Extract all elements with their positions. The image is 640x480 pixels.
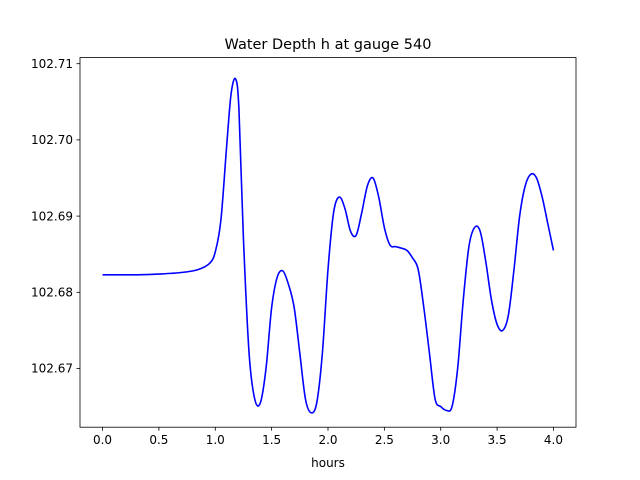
x-tick-label: 2.0 [318,433,337,447]
series-line-0 [102,77,555,414]
x-axis-label: hours [311,456,345,470]
x-tick-label: 1.5 [262,433,281,447]
x-tick-label: 3.0 [431,433,450,447]
y-tick-label: 102.71 [31,57,73,71]
x-tick-label: 3.5 [488,433,507,447]
x-tick-label: 2.5 [375,433,394,447]
y-axis: 102.67 102.68 102.69 102.70 102.71 [31,57,80,376]
x-tick-label: 1.0 [206,433,225,447]
y-tick-label: 102.70 [31,133,73,147]
y-tick-label: 102.67 [31,362,73,376]
x-axis: 0.0 0.5 1.0 1.5 2.0 2.5 3.0 3.5 4.0 [93,427,563,447]
x-tick-label: 0.0 [93,433,112,447]
plot-area [80,57,576,428]
x-tick-label: 4.0 [544,433,563,447]
x-tick-label: 0.5 [149,433,168,447]
chart-title: Water Depth h at gauge 540 [225,37,432,53]
y-tick-label: 102.69 [31,209,73,223]
y-tick-label: 102.68 [31,286,73,300]
series-layer [102,77,555,414]
